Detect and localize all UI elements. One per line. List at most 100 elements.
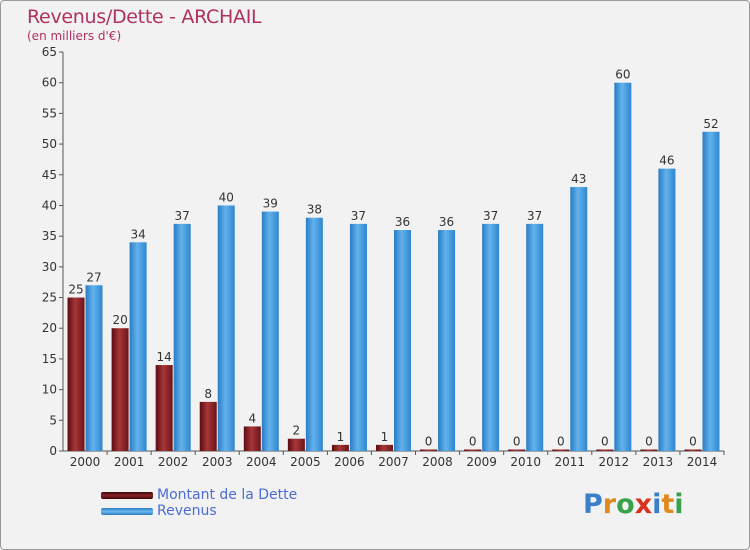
proxiti-logo: Proxiti: [583, 489, 684, 520]
bar-debt: [640, 449, 658, 451]
x-tick-label: 2009: [466, 455, 497, 469]
x-tick-label: 2003: [202, 455, 233, 469]
data-label-revenus: 34: [130, 227, 145, 241]
data-label-revenus: 37: [483, 209, 498, 223]
bar-debt: [376, 444, 393, 451]
data-label-debt: 0: [689, 435, 697, 449]
bar-revenus: [438, 230, 456, 451]
x-tick-label: 2002: [158, 455, 189, 469]
y-tick-label: 55: [42, 106, 57, 120]
bar-revenus: [614, 82, 632, 451]
data-label-revenus: 37: [175, 209, 190, 223]
bar-revenus: [305, 217, 323, 451]
data-label-debt: 20: [112, 313, 127, 327]
y-tick-label: 65: [42, 45, 57, 59]
logo-letter: t: [661, 489, 675, 520]
bars: [67, 82, 720, 452]
bar-debt: [420, 449, 438, 451]
data-label-debt: 14: [157, 350, 172, 364]
legend-item-revenus: Revenus: [101, 503, 297, 519]
bar-revenus: [570, 187, 588, 452]
y-tick-label: 15: [42, 352, 57, 366]
legend-swatch-debt: [101, 491, 153, 499]
logo-letter: r: [602, 489, 617, 520]
y-tick-label: 35: [42, 229, 57, 243]
data-label-revenus: 43: [571, 172, 586, 186]
chart-title: Revenus/Dette - ARCHAIL: [27, 6, 262, 28]
data-label-debt: 1: [381, 430, 389, 444]
data-label-debt: 25: [68, 283, 83, 297]
data-label-debt: 0: [601, 435, 609, 449]
x-tick-label: 2004: [246, 455, 277, 469]
data-label-revenus: 37: [351, 209, 366, 223]
data-label-revenus: 27: [86, 270, 101, 284]
y-tick-label: 40: [42, 198, 57, 212]
x-tick-label: 2006: [334, 455, 365, 469]
bar-revenus: [85, 285, 103, 451]
data-label-revenus: 38: [307, 203, 322, 217]
y-tick-label: 30: [42, 260, 57, 274]
data-label-debt: 2: [293, 424, 301, 438]
bar-revenus: [482, 223, 500, 451]
x-tick-label: 2014: [687, 455, 718, 469]
bar-debt: [67, 297, 85, 451]
x-tick-label: 2008: [422, 455, 453, 469]
data-label-revenus: 40: [219, 190, 234, 204]
legend-item-debt: Montant de la Dette: [101, 487, 297, 503]
logo-letter: P: [583, 489, 603, 520]
y-tick-label: 0: [49, 444, 57, 458]
bar-revenus: [394, 230, 411, 451]
data-label-revenus: 52: [703, 117, 718, 131]
data-label-debt: 8: [204, 387, 212, 401]
logo-letter: o: [616, 489, 635, 520]
chart-subtitle: (en milliers d'€): [27, 29, 122, 43]
data-label-debt: 0: [513, 435, 521, 449]
bar-debt: [199, 401, 217, 451]
bar-debt: [331, 444, 349, 451]
bar-revenus: [173, 223, 191, 451]
legend: Montant de la Dette Revenus: [101, 487, 297, 519]
x-tick-label: 2005: [290, 455, 321, 469]
bar-debt: [508, 449, 526, 451]
x-tick-label: 2010: [510, 455, 541, 469]
bar-debt: [596, 449, 614, 451]
bar-debt: [287, 438, 305, 451]
data-label-debt: 0: [645, 435, 653, 449]
logo-letter: x: [634, 489, 653, 520]
data-label-revenus: 46: [659, 154, 674, 168]
data-label-revenus: 37: [527, 209, 542, 223]
data-label-debt: 0: [557, 435, 565, 449]
y-tick-label: 60: [42, 76, 57, 90]
x-tick-label: 2000: [70, 455, 101, 469]
data-label-revenus: 36: [439, 215, 454, 229]
x-tick-label: 2001: [114, 455, 145, 469]
x-tick-label: 2011: [554, 455, 585, 469]
bar-debt: [464, 449, 482, 451]
x-tick-label: 2012: [599, 455, 630, 469]
bar-debt: [111, 328, 129, 451]
data-label-revenus: 36: [395, 215, 410, 229]
logo-letter: i: [652, 489, 662, 520]
bar-debt: [155, 365, 173, 451]
data-label-revenus: 39: [263, 197, 278, 211]
bar-revenus: [261, 211, 279, 451]
data-label-debt: 0: [425, 435, 433, 449]
y-tick-label: 25: [42, 291, 57, 305]
legend-swatch-revenus: [101, 507, 153, 515]
data-label-debt: 1: [337, 430, 345, 444]
bar-debt: [243, 426, 261, 451]
x-tick-label: 2007: [378, 455, 409, 469]
x-tick-label: 2013: [643, 455, 674, 469]
data-label-revenus: 60: [615, 68, 630, 82]
bar-revenus: [217, 205, 235, 451]
legend-label-revenus: Revenus: [157, 503, 217, 519]
y-tick-label: 50: [42, 137, 57, 151]
bar-debt: [552, 449, 570, 451]
bar-revenus: [526, 223, 544, 451]
y-tick-label: 5: [49, 413, 57, 427]
logo-letter: i: [674, 489, 684, 520]
legend-label-debt: Montant de la Dette: [157, 487, 298, 503]
y-tick-label: 10: [42, 383, 57, 397]
bar-revenus: [129, 242, 147, 451]
